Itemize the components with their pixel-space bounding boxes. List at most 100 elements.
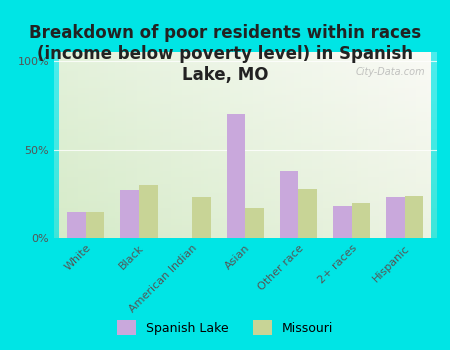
- Bar: [54, 144, 436, 145]
- Bar: [67, 52, 71, 238]
- Bar: [208, 52, 212, 238]
- Bar: [54, 151, 436, 153]
- Bar: [54, 212, 436, 214]
- Bar: [54, 154, 436, 156]
- Bar: [54, 60, 436, 62]
- Bar: [54, 116, 436, 117]
- Bar: [54, 181, 436, 182]
- Bar: [368, 52, 372, 238]
- Bar: [54, 225, 436, 227]
- Bar: [54, 65, 436, 67]
- Bar: [383, 52, 387, 238]
- Bar: [108, 52, 112, 238]
- Bar: [93, 52, 96, 238]
- Bar: [234, 52, 238, 238]
- Bar: [54, 169, 436, 171]
- Bar: [54, 227, 436, 229]
- Bar: [86, 211, 104, 238]
- Bar: [54, 219, 436, 221]
- Bar: [78, 52, 81, 238]
- Bar: [54, 125, 436, 127]
- Bar: [227, 114, 245, 238]
- Bar: [86, 52, 89, 238]
- Bar: [54, 134, 436, 136]
- Bar: [316, 52, 320, 238]
- Bar: [387, 52, 390, 238]
- Bar: [298, 189, 317, 238]
- Bar: [68, 211, 86, 238]
- Bar: [189, 52, 193, 238]
- Bar: [54, 123, 436, 125]
- Bar: [238, 52, 242, 238]
- Bar: [242, 52, 245, 238]
- Bar: [54, 147, 436, 149]
- Bar: [320, 52, 324, 238]
- Bar: [54, 158, 436, 160]
- Bar: [54, 91, 436, 93]
- Bar: [139, 185, 158, 238]
- Bar: [54, 223, 436, 225]
- Bar: [54, 119, 436, 121]
- Bar: [360, 52, 364, 238]
- Bar: [253, 52, 256, 238]
- Bar: [63, 52, 67, 238]
- Bar: [121, 190, 139, 238]
- Bar: [334, 52, 338, 238]
- Bar: [137, 52, 141, 238]
- Bar: [54, 208, 436, 210]
- Bar: [54, 164, 436, 166]
- Bar: [331, 52, 334, 238]
- Bar: [223, 52, 227, 238]
- Bar: [204, 52, 208, 238]
- Bar: [54, 194, 436, 195]
- Bar: [349, 52, 353, 238]
- Bar: [420, 52, 424, 238]
- Bar: [54, 117, 436, 119]
- Bar: [324, 52, 327, 238]
- Bar: [54, 234, 436, 236]
- Bar: [54, 67, 436, 69]
- Bar: [54, 195, 436, 197]
- Bar: [54, 153, 436, 154]
- Bar: [182, 52, 186, 238]
- Bar: [275, 52, 279, 238]
- Bar: [405, 52, 409, 238]
- Bar: [54, 186, 436, 188]
- Bar: [54, 140, 436, 141]
- Bar: [54, 168, 436, 169]
- Bar: [130, 52, 134, 238]
- Bar: [54, 54, 436, 56]
- Bar: [54, 166, 436, 168]
- Bar: [54, 178, 436, 181]
- Bar: [346, 52, 349, 238]
- Bar: [54, 190, 436, 192]
- Bar: [271, 52, 275, 238]
- Bar: [286, 52, 290, 238]
- Bar: [54, 203, 436, 205]
- Bar: [54, 62, 436, 64]
- Bar: [54, 73, 436, 75]
- Bar: [54, 56, 436, 58]
- Bar: [333, 206, 351, 238]
- Bar: [375, 52, 379, 238]
- Bar: [54, 177, 436, 178]
- Bar: [54, 106, 436, 108]
- Bar: [167, 52, 171, 238]
- Bar: [201, 52, 204, 238]
- Bar: [219, 52, 223, 238]
- Bar: [54, 80, 436, 82]
- Bar: [163, 52, 167, 238]
- Bar: [54, 236, 436, 238]
- Bar: [249, 52, 253, 238]
- Bar: [54, 108, 436, 110]
- Bar: [268, 52, 271, 238]
- Bar: [54, 69, 436, 71]
- Bar: [71, 52, 74, 238]
- Bar: [54, 229, 436, 231]
- Bar: [301, 52, 305, 238]
- Bar: [192, 197, 211, 238]
- Bar: [156, 52, 160, 238]
- Bar: [54, 82, 436, 84]
- Bar: [280, 171, 298, 238]
- Bar: [112, 52, 115, 238]
